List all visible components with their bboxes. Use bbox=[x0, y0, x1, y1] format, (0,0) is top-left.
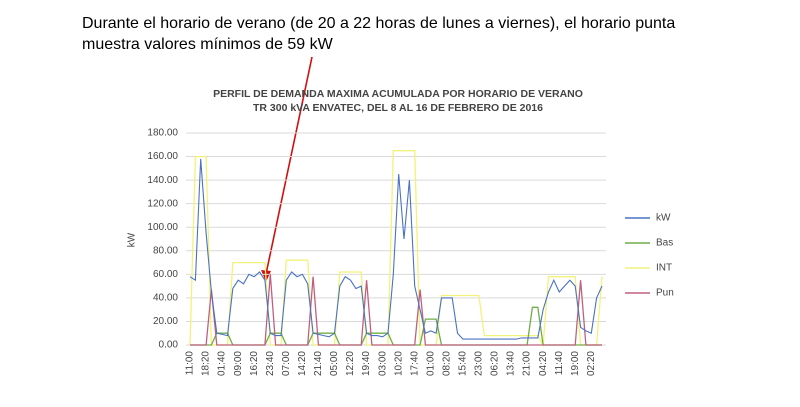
x-tick-label: 09:00 bbox=[233, 351, 244, 376]
x-tick-label: 06:20 bbox=[490, 351, 501, 376]
x-tick-label: 11:00 bbox=[185, 351, 196, 376]
x-tick-label: 12:20 bbox=[345, 351, 356, 376]
x-tick-label: 01:00 bbox=[425, 351, 436, 376]
legend-label: kW bbox=[656, 213, 671, 224]
x-tick-label: 15:40 bbox=[458, 351, 469, 376]
x-tick-label: 14:20 bbox=[297, 351, 308, 376]
y-tick-label: 40.00 bbox=[153, 293, 178, 304]
x-tick-label: 21:00 bbox=[522, 351, 533, 376]
y-tick-label: 0.00 bbox=[159, 340, 179, 351]
x-tick-label: 23:40 bbox=[265, 351, 276, 376]
series-line bbox=[190, 274, 602, 346]
arrow bbox=[265, 56, 313, 275]
series-line bbox=[189, 150, 603, 348]
y-tick-label: 20.00 bbox=[153, 316, 178, 327]
annotation: muestra valores mínimos de 59 kW bbox=[82, 36, 334, 53]
series-line bbox=[189, 158, 603, 340]
y-axis-label: kW bbox=[127, 232, 138, 247]
x-tick-label: 17:40 bbox=[409, 351, 420, 376]
x-tick-label: 01:40 bbox=[217, 351, 228, 376]
x-tick-label: 11:40 bbox=[554, 351, 565, 376]
x-tick-label: 07:00 bbox=[281, 351, 292, 376]
y-tick-label: 120.00 bbox=[147, 198, 178, 209]
y-tick-label: 80.00 bbox=[153, 245, 178, 256]
x-tick-label: 05:00 bbox=[329, 351, 340, 376]
chart-title: PERFIL DE DEMANDA MAXIMA ACUMULADA POR H… bbox=[213, 88, 583, 100]
x-tick-label: 10:20 bbox=[393, 351, 404, 376]
x-tick-label: 23:00 bbox=[474, 351, 485, 376]
chart-title: TR 300 kVA ENVATEC, DEL 8 AL 16 DE FEBRE… bbox=[253, 102, 543, 114]
annotation: Durante el horario de verano (de 20 a 22… bbox=[82, 15, 675, 32]
x-tick-label: 21:40 bbox=[313, 351, 324, 376]
y-tick-label: 140.00 bbox=[147, 175, 178, 186]
y-tick-label: 160.00 bbox=[147, 151, 178, 162]
y-tick-label: 180.00 bbox=[147, 128, 178, 139]
x-tick-label: 02:20 bbox=[586, 351, 597, 376]
x-tick-label: 08:20 bbox=[441, 351, 452, 376]
x-tick-label: 19:00 bbox=[570, 351, 581, 376]
x-tick-label: 04:20 bbox=[538, 351, 549, 376]
y-tick-label: 60.00 bbox=[153, 269, 178, 280]
y-tick-label: 100.00 bbox=[147, 222, 178, 233]
x-tick-label: 13:40 bbox=[506, 351, 517, 376]
x-tick-label: 18:20 bbox=[201, 351, 212, 376]
legend-label: Bas bbox=[656, 238, 673, 249]
x-tick-label: 16:20 bbox=[249, 351, 260, 376]
legend-label: Pun bbox=[656, 288, 674, 299]
x-tick-label: 19:40 bbox=[361, 351, 372, 376]
x-tick-label: 03:00 bbox=[377, 351, 388, 376]
legend-label: INT bbox=[656, 263, 672, 274]
